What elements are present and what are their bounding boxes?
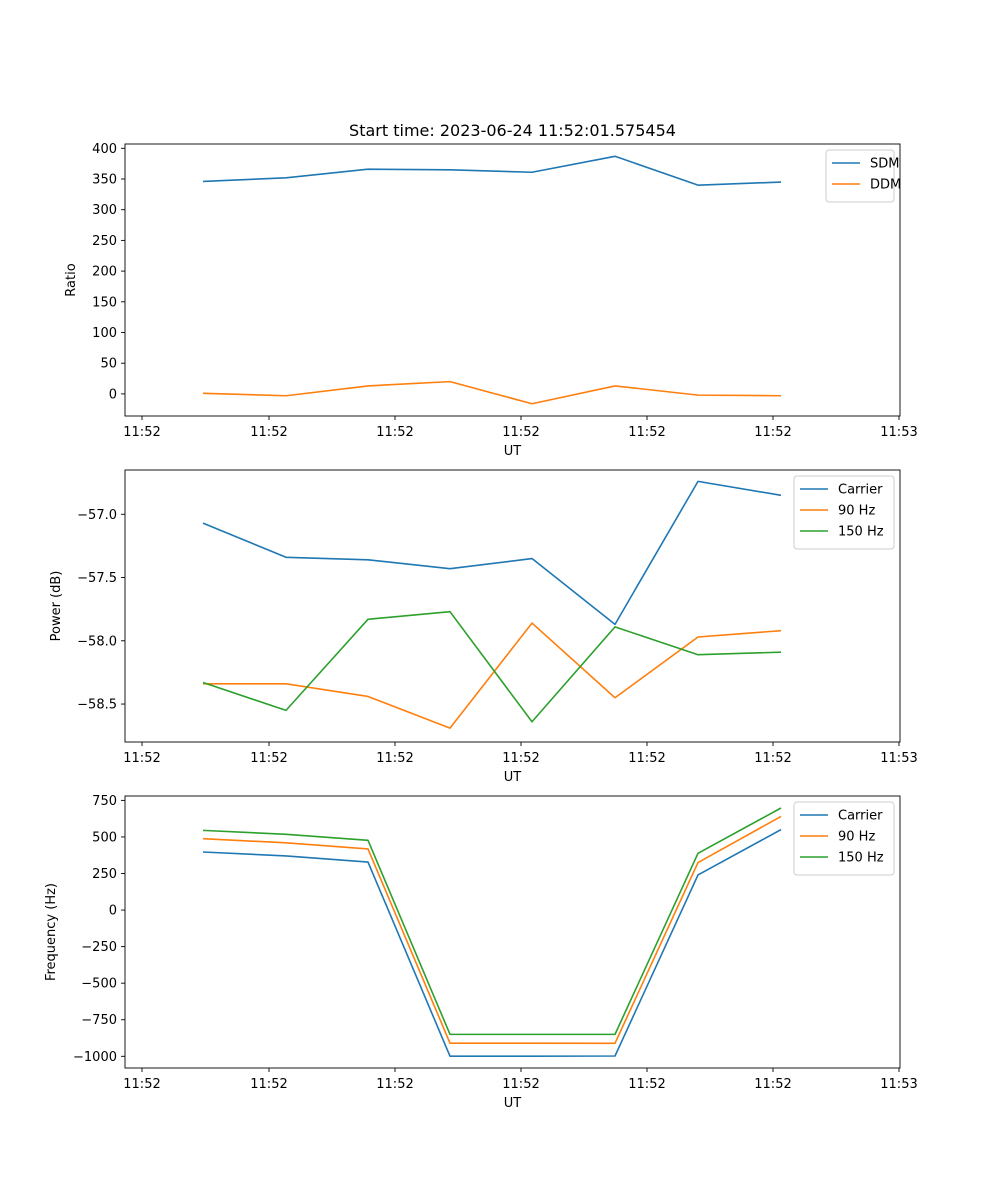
y-axis-label: Ratio (64, 263, 79, 296)
y-tick-label: −58.5 (77, 698, 117, 713)
y-tick-label: −250 (81, 940, 117, 955)
y-tick-label: 300 (92, 203, 117, 218)
y-tick-label: −58.0 (77, 634, 117, 649)
x-tick-label: 11:52 (376, 425, 413, 440)
series-line-carrier (202, 480, 782, 626)
series-line-carrier (202, 828, 782, 1057)
y-tick-label: 750 (92, 794, 117, 809)
x-tick-label: 11:52 (123, 751, 160, 766)
axes-frame (124, 143, 901, 417)
y-tick-label: 250 (92, 867, 117, 882)
x-tick-label: 11:52 (628, 751, 665, 766)
x-axis-label: UT (504, 444, 522, 459)
legend-entry: 90 Hz (838, 830, 875, 845)
axes-frame (124, 469, 901, 743)
panel-3: −1000 −750 −500 −250 0 250 500 750 11:52 11:52 11:… (44, 794, 918, 1111)
x-tick-label: 11:52 (123, 1077, 160, 1092)
legend-entry: 90 Hz (838, 504, 875, 519)
legend-entry: 150 Hz (838, 525, 884, 540)
series-line-90-hz (202, 815, 782, 1045)
x-tick-label: 11:53 (880, 425, 917, 440)
legend-entry: Carrier (838, 483, 883, 498)
y-tick-label: 200 (92, 265, 117, 280)
x-tick-label: 11:52 (502, 751, 539, 766)
x-tick-label: 11:52 (754, 425, 791, 440)
x-tick-label: 11:52 (754, 1077, 791, 1092)
series-line-150-hz (202, 610, 782, 723)
x-tick-label: 11:52 (250, 1077, 287, 1092)
x-axis-label: UT (504, 770, 522, 785)
y-tick-label: 0 (109, 904, 117, 919)
x-tick-label: 11:52 (754, 751, 791, 766)
chart-title: Start time: 2023-06-24 11:52:01.575454 (349, 121, 676, 140)
x-tick-label: 11:52 (376, 751, 413, 766)
y-tick-label: −57.0 (77, 508, 117, 523)
axes-frame (124, 795, 901, 1069)
legend-entry: DDM (870, 178, 901, 193)
x-tick-label: 11:53 (880, 1077, 917, 1092)
x-tick-label: 11:52 (250, 751, 287, 766)
x-tick-label: 11:52 (250, 425, 287, 440)
series-line-150-hz (202, 807, 782, 1036)
y-tick-label: 400 (92, 142, 117, 157)
y-tick-label: 350 (92, 172, 117, 187)
series-line-90-hz (203, 622, 782, 729)
y-tick-label: 100 (92, 326, 117, 341)
legend: SDM DDM (825, 149, 901, 203)
y-axis-label: Power (dB) (49, 571, 64, 642)
x-tick-label: 11:52 (628, 1077, 665, 1092)
panel-1: 0 50 100 150 200 250 300 350 400 11:52 11:52 11:52 1… (64, 142, 918, 459)
legend-entry: SDM (870, 157, 899, 172)
y-tick-label: 250 (92, 234, 117, 249)
x-tick-label: 11:53 (880, 751, 917, 766)
x-tick-label: 11:52 (502, 425, 539, 440)
x-axis-label: UT (504, 1096, 522, 1111)
panels: 0 50 100 150 200 250 300 350 400 11:52 11:52 11:52 1… (44, 142, 918, 1111)
legend-entry: Carrier (838, 809, 883, 824)
legend: Carrier 90 Hz 150 Hz (793, 801, 895, 876)
x-tick-label: 11:52 (123, 425, 160, 440)
x-tick-label: 11:52 (628, 425, 665, 440)
y-tick-label: −57.5 (77, 571, 117, 586)
y-tick-label: 150 (92, 295, 117, 310)
legend: Carrier 90 Hz 150 Hz (793, 475, 895, 550)
y-tick-label: −500 (81, 977, 117, 992)
y-tick-label: −1000 (73, 1050, 117, 1065)
y-tick-label: 500 (92, 830, 117, 845)
y-axis-label: Frequency (Hz) (44, 883, 59, 981)
x-tick-label: 11:52 (502, 1077, 539, 1092)
x-tick-label: 11:52 (376, 1077, 413, 1092)
y-tick-label: 50 (100, 357, 117, 372)
legend-entry: 150 Hz (838, 851, 884, 866)
y-tick-label: −750 (81, 1013, 117, 1028)
y-tick-label: 0 (109, 387, 117, 402)
series-line-ddm (202, 380, 782, 405)
series-line-sdm (202, 155, 782, 186)
panel-2: −58.5 −58.0 −57.5 −57.0 11:52 11:52 11:52 11:52… (49, 469, 918, 785)
